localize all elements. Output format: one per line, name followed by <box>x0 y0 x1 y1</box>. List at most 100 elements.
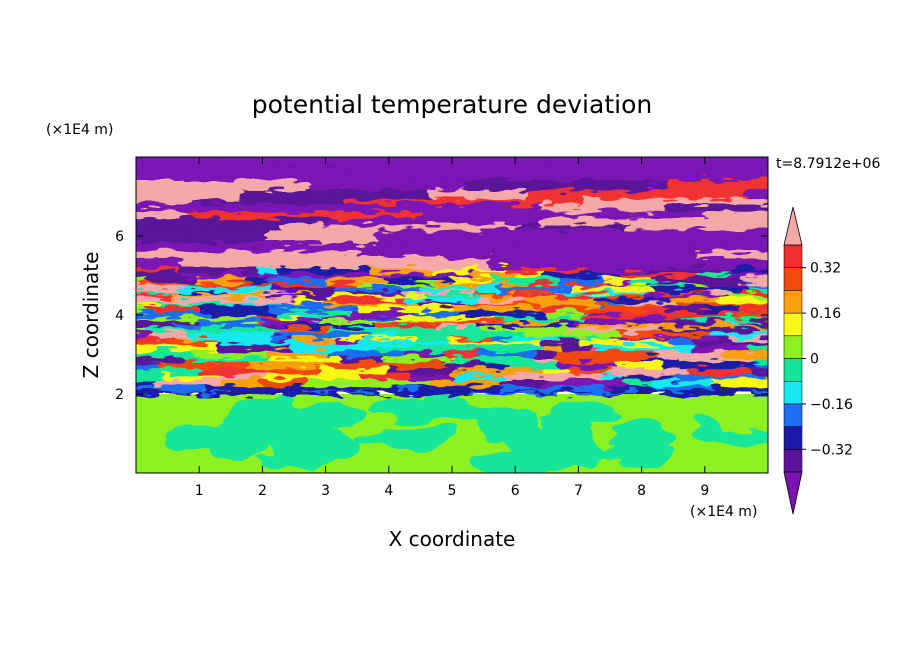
contour-band <box>706 210 768 218</box>
contour-band <box>490 336 512 340</box>
contour-band <box>609 282 631 287</box>
contour-band <box>330 391 417 395</box>
contour-band <box>374 323 395 328</box>
contour-band <box>587 267 651 273</box>
contour-band <box>136 389 158 393</box>
contour-band <box>136 216 327 225</box>
contour-band <box>687 282 711 287</box>
contour-band <box>136 336 177 340</box>
x-tick-label: 6 <box>511 483 520 499</box>
contour-band <box>641 356 682 363</box>
contour-band <box>221 378 263 387</box>
contour-band <box>136 285 182 292</box>
contour-band <box>587 315 680 321</box>
contour-band <box>741 319 768 325</box>
contour-band <box>516 271 542 278</box>
contour-band <box>654 385 713 391</box>
contour-band <box>240 189 431 200</box>
contour-band <box>601 157 768 168</box>
eddy <box>380 424 459 445</box>
contour-band <box>566 367 611 375</box>
contour-band <box>196 319 267 325</box>
eddy <box>421 391 468 419</box>
contour-band <box>359 361 447 369</box>
contour-band <box>750 148 904 154</box>
contour-band <box>706 304 739 312</box>
contour-band <box>419 210 620 218</box>
contour-band <box>136 267 179 273</box>
x-tick-label: 9 <box>700 483 709 499</box>
contour-band <box>558 276 605 284</box>
contour-band <box>609 367 689 375</box>
contour-band <box>703 391 768 395</box>
contour-band <box>136 297 177 303</box>
contour-band <box>463 178 669 191</box>
contour-band <box>327 349 406 358</box>
contour-band <box>360 338 450 345</box>
contour-band <box>670 338 697 345</box>
contour-band <box>335 285 421 292</box>
contour-band <box>451 389 518 393</box>
contour-band <box>336 338 362 345</box>
contour-band <box>310 285 337 292</box>
eddy <box>502 426 590 458</box>
contour-band <box>490 276 560 284</box>
contour-band <box>437 323 475 328</box>
contour-band <box>604 338 672 345</box>
contour-band <box>727 336 768 340</box>
chart-title: potential temperature deviation <box>252 90 652 119</box>
contour-band <box>465 301 541 306</box>
colorbar-tick-label: 0.16 <box>810 306 841 322</box>
contour-band <box>655 378 714 387</box>
x-tick-label: 7 <box>574 483 583 499</box>
contour-band <box>273 336 295 340</box>
contour-band <box>684 389 725 393</box>
contour-band <box>671 297 720 303</box>
contour-band <box>136 391 157 395</box>
contour-band <box>483 361 511 369</box>
contour-band <box>681 241 768 252</box>
contour-band <box>452 336 492 340</box>
contour-band <box>262 255 490 269</box>
contour-band <box>182 356 270 363</box>
contour-band <box>266 349 329 358</box>
contour-band <box>136 250 358 257</box>
contour-band <box>136 373 166 380</box>
contour-band <box>522 297 595 303</box>
contour-band <box>523 323 580 328</box>
x-unit-label: (×1E4 m) <box>690 504 757 520</box>
contour-band <box>671 373 766 380</box>
contour-band <box>659 326 759 332</box>
contour-band <box>656 349 725 358</box>
contour-band <box>678 315 763 321</box>
contour-band <box>305 378 349 387</box>
contour-band <box>479 297 524 303</box>
contour-band <box>318 367 388 375</box>
x-tick-label: 1 <box>195 483 204 499</box>
colorbar: 0.32 0.16 0 −0.16 −0.32 <box>783 206 853 515</box>
colorbar-swatch <box>783 290 803 314</box>
y-unit-label: (×1E4 m) <box>46 122 113 138</box>
contour-band <box>263 293 327 299</box>
contour-band <box>293 297 324 303</box>
contour-band <box>606 385 656 391</box>
contour-band <box>752 389 768 393</box>
contour-band <box>618 210 708 218</box>
colorbar-tick-label: −0.16 <box>810 397 853 413</box>
contour-band <box>290 343 376 351</box>
contour-band <box>136 198 192 205</box>
contour-band <box>452 373 506 380</box>
contour-band <box>718 297 768 303</box>
colorbar-swatch <box>783 335 803 359</box>
contour-band <box>488 255 704 269</box>
contour-band <box>136 210 190 218</box>
contour-band <box>136 203 348 212</box>
contour-band <box>597 330 620 338</box>
contour-band <box>540 271 625 278</box>
contour-band <box>451 276 492 284</box>
contour-band <box>404 349 447 358</box>
contour-band <box>180 255 264 269</box>
contour-band <box>307 385 401 391</box>
contour-band <box>136 338 218 345</box>
contour-band <box>593 297 673 303</box>
